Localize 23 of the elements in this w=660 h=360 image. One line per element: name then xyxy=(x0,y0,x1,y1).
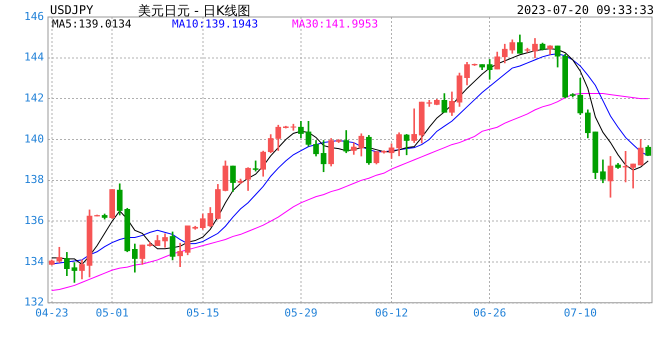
annotation: 2023-07-20 09:33:33 xyxy=(516,3,654,17)
y-tick-label: 132 xyxy=(24,296,44,309)
x-tick-label: 05-15 xyxy=(186,306,220,320)
x-tick-label: 06-12 xyxy=(374,306,408,320)
text: MA10:139.1943 xyxy=(172,17,258,30)
x-tick-label: 05-01 xyxy=(96,306,129,320)
y-tick-label: 140 xyxy=(24,132,44,146)
x-tick-label: 07-10 xyxy=(564,306,597,320)
y-tick-label: 138 xyxy=(24,173,44,186)
x-tick-label: 06-26 xyxy=(473,306,506,320)
text: MA30:141.9953 xyxy=(292,17,378,30)
text: MA5:139.0134 xyxy=(52,17,132,30)
y-tick-label: 142 xyxy=(24,92,44,105)
candlestick xyxy=(622,150,628,182)
chart-subtitle: USDJPY xyxy=(50,3,94,17)
x-tick-label: 05-29 xyxy=(284,306,318,320)
y-tick-label: 144 xyxy=(24,50,44,64)
candlestick xyxy=(72,262,78,283)
y-tick-label: 146 xyxy=(24,10,44,23)
y-tick-label: 136 xyxy=(24,214,44,227)
x-tick-label: 04-23 xyxy=(35,306,68,320)
chart-title: 美元日元 - 日K线图 xyxy=(138,3,250,19)
y-tick-label: 134 xyxy=(24,254,44,268)
